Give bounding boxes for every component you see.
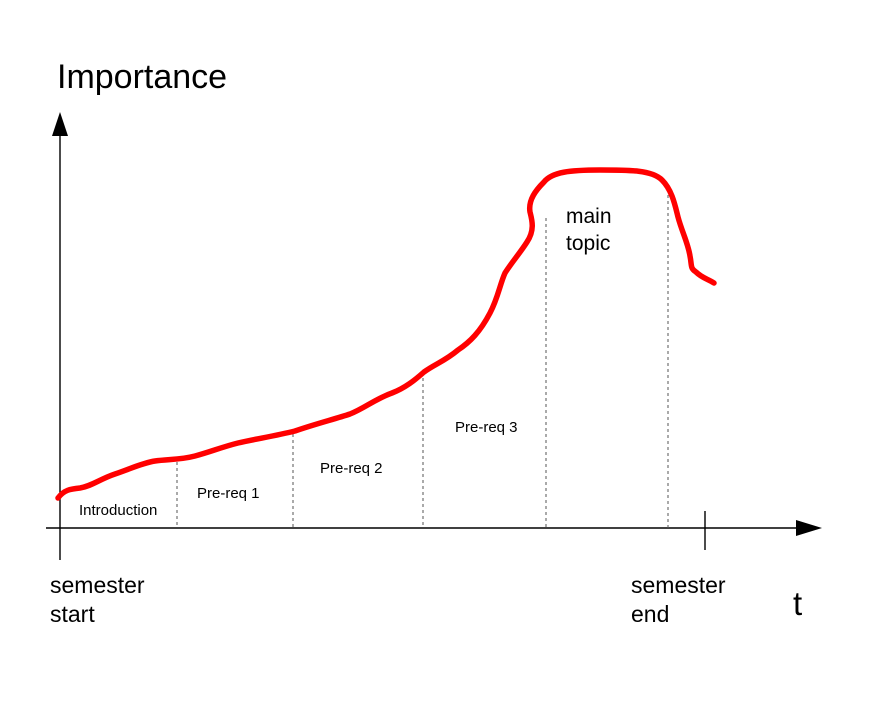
phase-label-prereq-2: Pre-req 2 [320,460,383,477]
semester-end-label-line1: semester [631,572,726,598]
semester-end-label-line2: end [631,601,669,627]
phase-label-prereq-1: Pre-req 1 [197,485,260,502]
phase-label-main-topic-line1: main [566,205,612,228]
phase-label-introduction: Introduction [79,502,157,519]
y-axis-arrowhead [52,112,68,136]
importance-curve [55,167,717,501]
phase-label-main-topic-line2: topic [566,232,610,255]
phase-label-prereq-3: Pre-req 3 [455,419,518,436]
semester-start-label-line2: start [50,601,95,627]
semester-start-label-line1: semester [50,572,145,598]
y-axis-label: Importance [57,58,227,96]
x-axis-label: t [793,585,802,622]
x-axis-arrowhead [796,520,822,536]
